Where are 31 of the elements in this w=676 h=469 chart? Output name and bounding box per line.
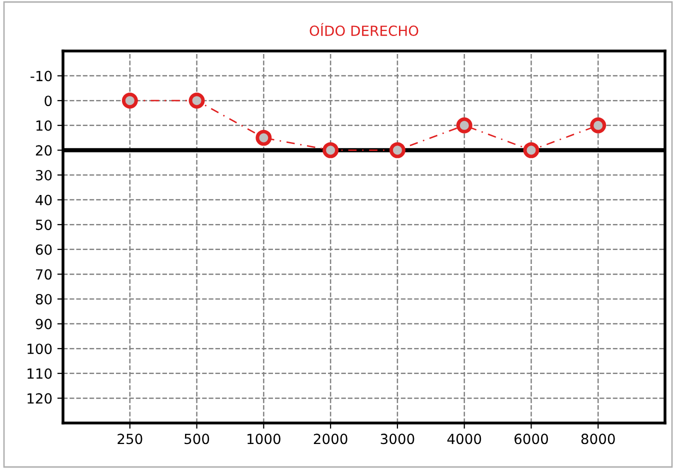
y-tick-label: 60 [36, 244, 52, 255]
y-tick-label: 40 [36, 194, 52, 206]
y-tick-label: 90 [36, 318, 52, 330]
point [389, 142, 406, 158]
x-tick-label: 4000 [447, 434, 482, 444]
x-tick-label: 3000 [380, 434, 414, 444]
point [523, 142, 540, 158]
y-tick-label: 80 [36, 294, 52, 304]
y-tick-label: 0 [44, 96, 52, 106]
x-tick-label: 250 [118, 434, 142, 444]
x-tick-label: 6000 [514, 434, 548, 444]
point [322, 142, 339, 158]
y-tick-label: 50 [36, 220, 52, 230]
y-tick-label: -10 [30, 70, 52, 82]
chart-title: OÍDO DERECHO [310, 22, 418, 36]
y-tick-label: 10 [36, 120, 52, 131]
x-tick-label: 2000 [314, 434, 348, 444]
point [256, 130, 272, 146]
point [122, 92, 138, 109]
point [456, 117, 472, 134]
y-tick-label: 30 [36, 170, 52, 180]
x-tick-label: 1000 [248, 434, 280, 444]
point [188, 92, 205, 109]
point [590, 117, 606, 134]
y-tick-label: 120 [28, 393, 52, 404]
y-tick-label: 70 [36, 269, 52, 280]
x-tick-label: 8000 [581, 434, 615, 444]
y-tick-label: 20 [36, 145, 52, 156]
x-tick-label: 500 [184, 434, 210, 444]
y-tick-label: 100 [28, 344, 52, 354]
y-tick-label: 110 [28, 368, 52, 379]
